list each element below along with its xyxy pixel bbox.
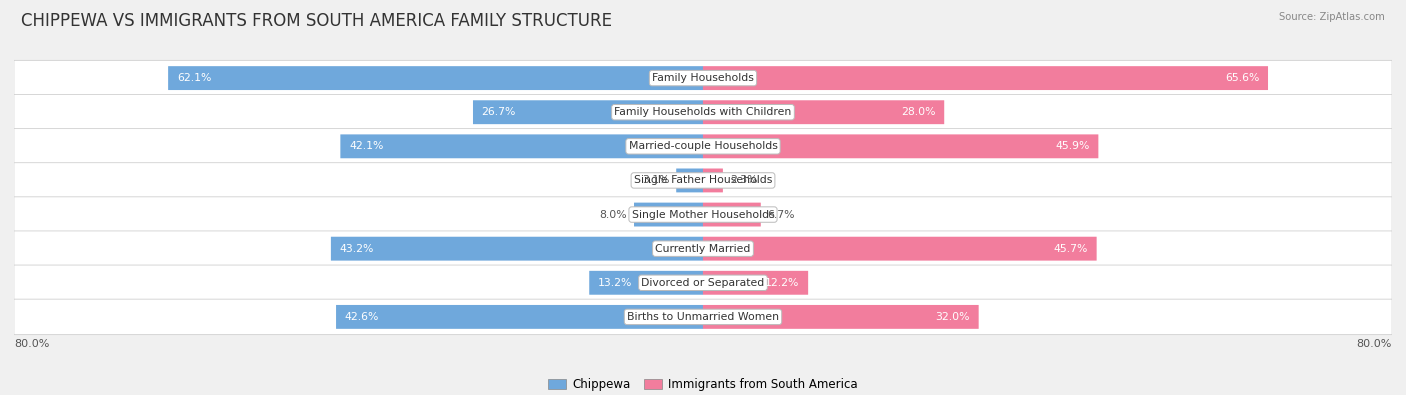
Text: Currently Married: Currently Married bbox=[655, 244, 751, 254]
Text: Single Father Households: Single Father Households bbox=[634, 175, 772, 185]
FancyBboxPatch shape bbox=[330, 237, 703, 261]
FancyBboxPatch shape bbox=[14, 60, 1392, 96]
Text: 80.0%: 80.0% bbox=[1357, 339, 1392, 348]
Text: 80.0%: 80.0% bbox=[14, 339, 49, 348]
Text: 26.7%: 26.7% bbox=[482, 107, 516, 117]
FancyBboxPatch shape bbox=[703, 203, 761, 226]
FancyBboxPatch shape bbox=[703, 237, 1097, 261]
FancyBboxPatch shape bbox=[14, 231, 1392, 266]
FancyBboxPatch shape bbox=[703, 66, 1268, 90]
Text: Divorced or Separated: Divorced or Separated bbox=[641, 278, 765, 288]
FancyBboxPatch shape bbox=[14, 129, 1392, 164]
Text: 32.0%: 32.0% bbox=[935, 312, 970, 322]
FancyBboxPatch shape bbox=[14, 265, 1392, 301]
FancyBboxPatch shape bbox=[14, 163, 1392, 198]
FancyBboxPatch shape bbox=[169, 66, 703, 90]
Text: Family Households: Family Households bbox=[652, 73, 754, 83]
Text: 8.0%: 8.0% bbox=[599, 210, 627, 220]
FancyBboxPatch shape bbox=[14, 94, 1392, 130]
FancyBboxPatch shape bbox=[14, 197, 1392, 232]
FancyBboxPatch shape bbox=[472, 100, 703, 124]
Text: Married-couple Households: Married-couple Households bbox=[628, 141, 778, 151]
FancyBboxPatch shape bbox=[703, 169, 723, 192]
FancyBboxPatch shape bbox=[340, 134, 703, 158]
Text: Source: ZipAtlas.com: Source: ZipAtlas.com bbox=[1279, 12, 1385, 22]
Text: 45.7%: 45.7% bbox=[1053, 244, 1088, 254]
Text: Single Mother Households: Single Mother Households bbox=[631, 210, 775, 220]
FancyBboxPatch shape bbox=[703, 134, 1098, 158]
Text: 65.6%: 65.6% bbox=[1225, 73, 1260, 83]
FancyBboxPatch shape bbox=[14, 299, 1392, 335]
Text: 45.9%: 45.9% bbox=[1056, 141, 1090, 151]
FancyBboxPatch shape bbox=[703, 271, 808, 295]
FancyBboxPatch shape bbox=[703, 305, 979, 329]
Text: 6.7%: 6.7% bbox=[768, 210, 794, 220]
FancyBboxPatch shape bbox=[634, 203, 703, 226]
Text: 12.2%: 12.2% bbox=[765, 278, 800, 288]
Text: 43.2%: 43.2% bbox=[340, 244, 374, 254]
Text: 62.1%: 62.1% bbox=[177, 73, 211, 83]
FancyBboxPatch shape bbox=[676, 169, 703, 192]
Text: 42.6%: 42.6% bbox=[344, 312, 380, 322]
FancyBboxPatch shape bbox=[703, 100, 945, 124]
Text: 42.1%: 42.1% bbox=[349, 141, 384, 151]
FancyBboxPatch shape bbox=[336, 305, 703, 329]
FancyBboxPatch shape bbox=[589, 271, 703, 295]
Text: Births to Unmarried Women: Births to Unmarried Women bbox=[627, 312, 779, 322]
Text: 3.1%: 3.1% bbox=[643, 175, 669, 185]
Text: 2.3%: 2.3% bbox=[730, 175, 758, 185]
Text: Family Households with Children: Family Households with Children bbox=[614, 107, 792, 117]
Text: CHIPPEWA VS IMMIGRANTS FROM SOUTH AMERICA FAMILY STRUCTURE: CHIPPEWA VS IMMIGRANTS FROM SOUTH AMERIC… bbox=[21, 12, 612, 30]
Legend: Chippewa, Immigrants from South America: Chippewa, Immigrants from South America bbox=[544, 373, 862, 395]
Text: 13.2%: 13.2% bbox=[598, 278, 633, 288]
Text: 28.0%: 28.0% bbox=[901, 107, 935, 117]
